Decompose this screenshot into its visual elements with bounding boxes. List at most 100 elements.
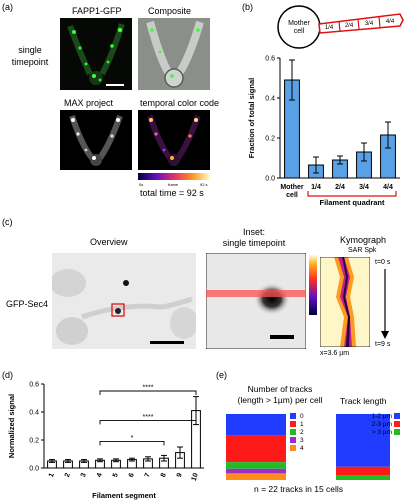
panel-e: (e) Number of tracks (length > 1µm) per c… <box>210 370 407 500</box>
svg-text:frame: frame <box>168 182 179 187</box>
quadrant-bracket <box>307 191 397 197</box>
stacked-segment <box>336 466 390 476</box>
stacked-segment <box>336 414 390 467</box>
composite-title: Composite <box>148 6 192 16</box>
panel-d: (d) 0.0 0.2 0.4 0.6 1 2 3 4 5 6 7 8 9 10 Normalized si… <box>0 370 210 500</box>
significance-label: **** <box>143 385 154 392</box>
significance-label: **** <box>143 414 154 421</box>
legend-label: > 3 µm <box>372 429 392 436</box>
significance-bracket <box>99 419 197 425</box>
kymograph-subtitle: SAR Spk <box>348 247 377 254</box>
legend-swatch <box>290 421 296 427</box>
x-tick-label: 5 <box>112 472 120 478</box>
y-axis-label: Fraction of total signal <box>247 78 256 158</box>
stacked-segment <box>226 414 286 436</box>
y-tick-label: 0.2 <box>265 136 275 143</box>
track-length-title: Track length <box>340 396 387 406</box>
y-tick-label: 0.6 <box>265 56 275 63</box>
overview-scale-bar <box>150 341 184 344</box>
total-time-label: total time = 92 s <box>140 188 204 198</box>
mother-filament-schematic: Mother cell 1/4 2/4 3/4 4/4 <box>277 5 404 49</box>
x-axis-label: Filament segment <box>92 491 156 500</box>
panel-d-letter: (d) <box>2 370 13 380</box>
kymograph-title: Kymograph <box>340 235 387 245</box>
inset-title: Inset: single timepoint <box>222 227 286 248</box>
x-tick-label: 1/4 <box>311 184 321 191</box>
fapp1-gfp-image <box>60 18 132 90</box>
legend-swatch <box>290 445 296 451</box>
x-tick-label: 1 <box>48 472 56 478</box>
tracks-title: Number of tracks (length > 1µm) per cell <box>237 384 323 405</box>
stacked-segment <box>226 462 286 469</box>
legend-swatch <box>290 413 296 419</box>
single-timepoint-label: single timepoint <box>11 45 49 67</box>
fapp-title: FAPP1-GFP <box>72 6 122 16</box>
legend-label: 1-2 µm <box>372 413 392 420</box>
x-tick-label: Mother <box>280 184 304 191</box>
stacked-segment <box>226 473 286 480</box>
legend-label: 0 <box>300 413 304 420</box>
t0-label: t=0 s <box>375 259 391 266</box>
y-tick-label: 0.0 <box>29 466 39 473</box>
y-axis-label: Normalized signal <box>7 394 16 458</box>
legend-label: 1 <box>300 421 304 428</box>
x-tick-label: 3 <box>80 472 88 478</box>
inset-image <box>206 253 306 349</box>
max-project-title: MAX project <box>64 98 114 108</box>
x-tick-label: 4/4 <box>383 184 393 191</box>
kymograph-x-label: x=3.6 µm <box>320 350 350 357</box>
x-tick-label: 9 <box>176 472 184 478</box>
stacked-segment <box>336 475 390 480</box>
panel-b-letter: (b) <box>242 2 253 12</box>
scale-bar <box>106 84 124 86</box>
svg-text:1/4: 1/4 <box>325 25 334 31</box>
panel-c-letter: (c) <box>2 217 13 227</box>
x-tick-label: 7 <box>144 472 152 478</box>
svg-text:Mother: Mother <box>288 20 310 27</box>
temporal-color-image <box>138 110 210 170</box>
x-tick-label: 10 <box>191 472 200 482</box>
legend-swatch <box>290 437 296 443</box>
svg-text:3/4: 3/4 <box>365 21 374 27</box>
chart-d: 0.0 0.2 0.4 0.6 1 2 3 4 5 6 7 8 9 10 Normalized signal… <box>7 382 204 500</box>
kymograph-image <box>320 257 370 347</box>
max-project-image <box>60 110 132 170</box>
y-tick-label: 0.4 <box>29 410 39 417</box>
panel-b: (b) Mother cell 1/4 2/4 3/4 4/4 0.0 0.2 0.… <box>240 0 407 215</box>
significance-bracket <box>99 440 165 446</box>
overview-image <box>52 253 196 349</box>
time-arrow <box>381 269 389 339</box>
temporal-colorbar: 0s frame 92 s <box>138 173 210 187</box>
panel-c: (c) Overview Inset: single timepoint Kymo… <box>0 215 407 370</box>
composite-image <box>138 18 210 90</box>
panel-a: (a) FAPP1-GFP Composite single timepoint… <box>0 0 240 205</box>
svg-text:92 s: 92 s <box>200 182 208 187</box>
y-tick-label: 0.6 <box>29 382 39 389</box>
inset-scale-bar <box>270 335 294 339</box>
legend-label: 2 <box>300 429 304 436</box>
y-tick-label: 0.2 <box>29 438 39 445</box>
legend-swatch <box>290 429 296 435</box>
t9-label: t=9 s <box>375 341 391 348</box>
svg-text:4/4: 4/4 <box>386 19 395 25</box>
x-tick-label: 4 <box>96 472 104 478</box>
overview-title: Overview <box>90 237 128 247</box>
legend-label: 3 <box>300 437 304 444</box>
x-tick-label: cell <box>286 192 298 199</box>
x-axis-label: Filament quadrant <box>319 198 385 207</box>
y-tick-label: 0.4 <box>265 96 275 103</box>
temporal-color-title: temporal color code <box>140 98 220 108</box>
stacked-segment <box>226 468 286 474</box>
inset-box <box>111 303 125 317</box>
x-tick-label: 2/4 <box>335 184 345 191</box>
track-footer: n = 22 tracks in 15 cells <box>254 484 344 494</box>
x-tick-label: 3/4 <box>359 184 369 191</box>
legend-label: 2-3 µm <box>372 421 392 428</box>
x-tick-label: 2 <box>64 472 72 478</box>
x-tick-label: 6 <box>128 472 136 478</box>
legend-swatch <box>394 421 400 427</box>
stacked-segment <box>226 435 286 463</box>
y-tick-label: 0.0 <box>265 176 275 183</box>
